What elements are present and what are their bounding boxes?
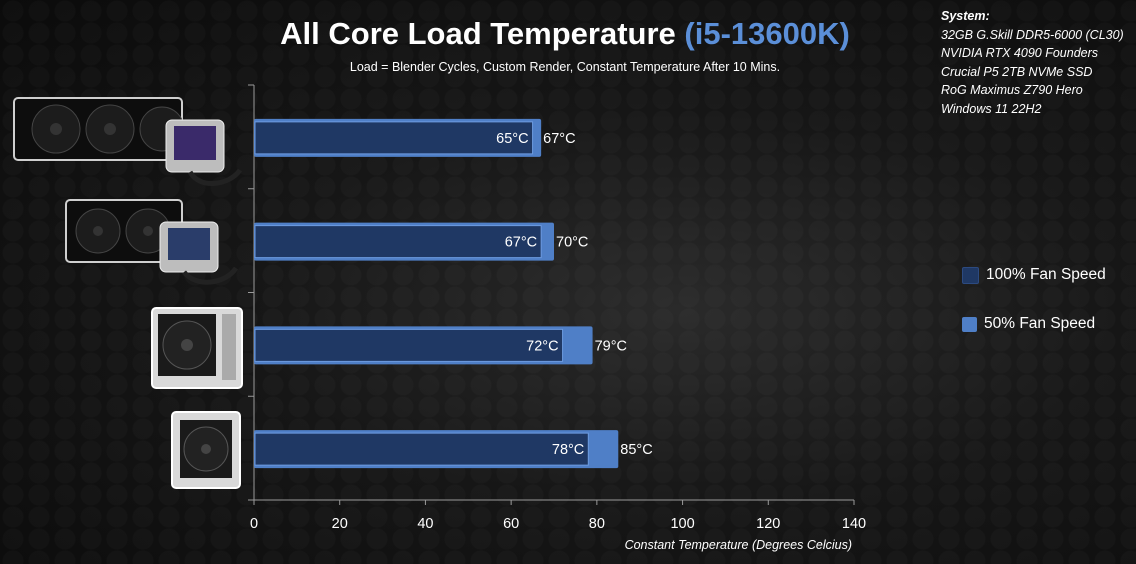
system-specs: System: 32GB G.Skill DDR5-6000 (CL30) NV…	[941, 7, 1124, 119]
system-line: RoG Maximus Z790 Hero	[941, 83, 1083, 98]
chart-subtitle: Load = Blender Cycles, Custom Render, Co…	[349, 60, 781, 74]
bar-full-speed	[254, 121, 534, 155]
system-line: Crucial P5 2TB NVMe SSD	[941, 64, 1093, 79]
data-label-half: 79°C	[595, 338, 627, 354]
system-heading: System:	[941, 9, 990, 23]
system-line: 32GB G.Skill DDR5-6000 (CL30)	[941, 27, 1124, 42]
data-label-full: 67°C	[505, 235, 537, 251]
single-tower-air-cooler-icon	[171, 411, 241, 489]
x-tick-label: 20	[332, 516, 348, 532]
title-cpu: (i5-13600K)	[684, 16, 850, 51]
legend-label-full: 100% Fan Speed	[986, 266, 1106, 283]
title-main: All Core Load Temperature	[280, 16, 676, 51]
data-label-half: 85°C	[620, 442, 652, 458]
legend: 100% Fan Speed 50% Fan Speed	[962, 264, 1106, 362]
chart-title: All Core Load Temperature (i5-13600K)	[180, 16, 950, 52]
data-label-full: 65°C	[496, 131, 528, 147]
legend-swatch-full	[962, 266, 979, 284]
x-tick-label: 0	[250, 516, 258, 532]
legend-item-full: 100% Fan Speed	[962, 264, 1106, 286]
aio-360-cooler-display-icon	[13, 97, 243, 187]
legend-label-half: 50% Fan Speed	[984, 315, 1096, 332]
data-label-full: 78°C	[552, 442, 584, 458]
bar-full-speed	[254, 328, 564, 362]
x-tick-label: 40	[417, 516, 433, 532]
data-label-half: 70°C	[556, 235, 588, 251]
data-label-full: 72°C	[526, 338, 558, 354]
dual-tower-air-cooler-icon	[151, 307, 243, 389]
x-tick-label: 100	[670, 516, 694, 532]
legend-item-half: 50% Fan Speed	[962, 313, 1106, 335]
cooler-images	[13, 97, 243, 489]
bar-full-speed	[254, 225, 542, 259]
x-tick-label: 60	[503, 516, 519, 532]
x-axis-label: Constant Temperature (Degrees Celcius)	[625, 538, 852, 552]
bar-full-speed	[254, 432, 589, 466]
data-label-half: 67°C	[543, 131, 575, 147]
system-line: Windows 11 22H2	[941, 101, 1042, 116]
aio-360-cooler-icon	[65, 199, 239, 285]
x-tick-label: 80	[589, 516, 605, 532]
legend-swatch-half	[962, 316, 977, 332]
x-tick-label: 120	[756, 516, 780, 532]
x-tick-label: 140	[842, 516, 866, 532]
system-line: NVIDIA RTX 4090 Founders	[941, 46, 1099, 61]
